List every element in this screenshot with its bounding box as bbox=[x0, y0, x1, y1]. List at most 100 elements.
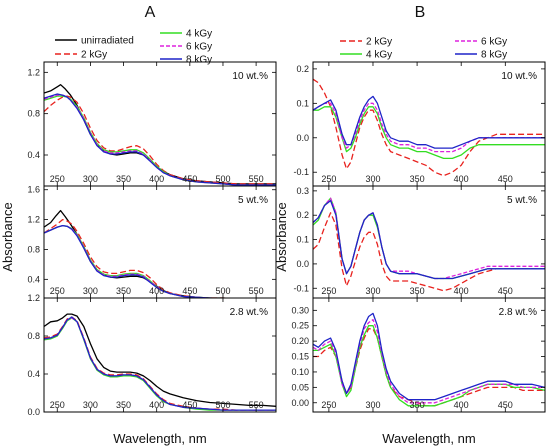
y-tick-label: 0.10 bbox=[291, 367, 309, 377]
legend-label: 6 kGy bbox=[481, 37, 507, 48]
series-line-4-kgy bbox=[313, 106, 545, 160]
x-tick-label: 450 bbox=[498, 286, 513, 296]
x-tick-label: 450 bbox=[498, 400, 513, 410]
legend-item: 8 kGy bbox=[455, 50, 507, 61]
x-tick-label: 450 bbox=[182, 400, 197, 410]
legend-panel-a: unirradiated 2 kGy 4 kGy 6 kGy 8 kGy bbox=[55, 29, 212, 66]
x-tick-label: 250 bbox=[321, 400, 336, 410]
y-axis-title: Absorbance bbox=[274, 202, 289, 271]
legend-panel-b: 2 kGy 4 kGy 6 kGy 8 kGy bbox=[340, 37, 507, 61]
legend-label: 8 kGy bbox=[186, 55, 212, 66]
series-line-2-kgy bbox=[313, 78, 545, 177]
y-tick-label: 0.3 bbox=[296, 186, 309, 196]
legend-label: 8 kGy bbox=[481, 50, 507, 61]
y-axis-title: Absorbance bbox=[0, 202, 15, 271]
y-tick-label: -0.1 bbox=[293, 167, 309, 177]
concentration-label: 2.8 wt.% bbox=[499, 307, 537, 318]
y-tick-label: 0.4 bbox=[27, 274, 40, 284]
chart-a-3: 250 300 350 400 450 500 550 0.0 0.4 0.8 1.2 2.8 wt.… bbox=[27, 293, 277, 446]
x-tick-label: 500 bbox=[215, 400, 230, 410]
x-tick-label: 300 bbox=[365, 174, 380, 184]
y-tick-label: 0.00 bbox=[291, 398, 309, 408]
y-tick-label: 0.15 bbox=[291, 352, 309, 362]
x-tick-label: 400 bbox=[454, 286, 469, 296]
series-line-6-kgy bbox=[313, 318, 545, 404]
y-tick-label: 0.4 bbox=[27, 150, 40, 160]
x-tick-label: 450 bbox=[182, 286, 197, 296]
y-tick-label: 0.1 bbox=[296, 235, 309, 245]
chart-a-1: 250 300 350 400 450 500 550 0.4 0.8 1.2 10 wt.% Abs… bbox=[0, 61, 277, 272]
series-line-2-kgy bbox=[44, 218, 236, 298]
series-group bbox=[44, 84, 276, 186]
y-tick-label: -0.1 bbox=[293, 283, 309, 293]
y-tick-label: 0.8 bbox=[27, 331, 40, 341]
x-axis-title: Wavelength, nm bbox=[113, 431, 206, 446]
x-tick-label: 400 bbox=[454, 400, 469, 410]
series-line-6-kgy bbox=[44, 94, 276, 186]
x-tick-label: 250 bbox=[321, 286, 336, 296]
legend-label: 2 kGy bbox=[366, 37, 392, 48]
x-tick-label: 500 bbox=[215, 286, 230, 296]
series-line-2-kgy bbox=[44, 316, 276, 411]
x-tick-label: 300 bbox=[365, 400, 380, 410]
plot-area: 250 300 350 400 450 500 550 0.4 0.8 1.2 10 wt.% Abs… bbox=[0, 61, 546, 446]
x-tick-label: 400 bbox=[149, 174, 164, 184]
series-group bbox=[313, 312, 545, 407]
x-tick-label: 550 bbox=[249, 174, 264, 184]
plot-frame bbox=[312, 297, 546, 413]
x-tick-label: 250 bbox=[50, 400, 65, 410]
y-tick-label: 0.30 bbox=[291, 305, 309, 315]
x-tick-label: 300 bbox=[83, 286, 98, 296]
series-line-2-kgy bbox=[313, 212, 545, 292]
concentration-label: 5 wt.% bbox=[238, 195, 268, 206]
legend-item: 2 kGy bbox=[55, 50, 107, 61]
series-line-8-kgy bbox=[313, 95, 545, 149]
legend-label: unirradiated bbox=[81, 36, 134, 47]
y-tick-label: 0.25 bbox=[291, 321, 309, 331]
legend-item: 6 kGy bbox=[455, 37, 507, 48]
concentration-label: 5 wt.% bbox=[507, 195, 537, 206]
x-tick-label: 300 bbox=[83, 400, 98, 410]
x-tick-label: 400 bbox=[149, 286, 164, 296]
y-tick-label: 0.0 bbox=[296, 259, 309, 269]
series-line-unirradiated bbox=[44, 313, 276, 407]
x-tick-label: 550 bbox=[249, 286, 264, 296]
x-tick-label: 350 bbox=[116, 286, 131, 296]
series-line-8-kgy bbox=[44, 316, 276, 411]
legend-item: 4 kGy bbox=[160, 29, 212, 40]
legend-item: 2 kGy bbox=[340, 37, 392, 48]
concentration-label: 10 wt.% bbox=[232, 71, 268, 82]
y-tick-label: 1.2 bbox=[27, 293, 40, 303]
legend-item: 8 kGy bbox=[160, 55, 212, 66]
y-tick-label: 0.20 bbox=[291, 336, 309, 346]
series-line-8-kgy bbox=[44, 224, 223, 298]
x-tick-label: 350 bbox=[410, 174, 425, 184]
series-line-4-kgy bbox=[44, 317, 276, 411]
y-tick-label: 0.05 bbox=[291, 382, 309, 392]
legend-label: 2 kGy bbox=[81, 50, 107, 61]
x-tick-label: 450 bbox=[498, 174, 513, 184]
y-tick-label: 0.2 bbox=[296, 210, 309, 220]
panel-a-letter: A bbox=[145, 4, 156, 21]
y-tick-label: 0.4 bbox=[27, 369, 40, 379]
series-group bbox=[44, 313, 276, 411]
legend-item: unirradiated bbox=[55, 36, 134, 47]
y-tick-label: 0.0 bbox=[296, 133, 309, 143]
x-tick-label: 350 bbox=[116, 400, 131, 410]
x-tick-label: 350 bbox=[116, 174, 131, 184]
x-tick-label: 350 bbox=[410, 286, 425, 296]
series-line-4-kgy bbox=[44, 95, 276, 186]
y-tick-label: 1.2 bbox=[27, 215, 40, 225]
legend-item: 6 kGy bbox=[160, 42, 212, 53]
concentration-label: 2.8 wt.% bbox=[230, 307, 268, 318]
series-line-4-kgy bbox=[313, 197, 545, 280]
series-group bbox=[313, 78, 545, 177]
legend-label: 6 kGy bbox=[186, 42, 212, 53]
series-line-6-kgy bbox=[313, 197, 545, 280]
x-tick-label: 450 bbox=[182, 174, 197, 184]
legend-item: 4 kGy bbox=[340, 50, 392, 61]
plot-frame bbox=[43, 297, 277, 413]
x-tick-label: 250 bbox=[50, 174, 65, 184]
chart-b-3: 250 300 350 400 450 0.00 0.05 0.10 0.15 0.20 0.25 0… bbox=[291, 297, 546, 446]
